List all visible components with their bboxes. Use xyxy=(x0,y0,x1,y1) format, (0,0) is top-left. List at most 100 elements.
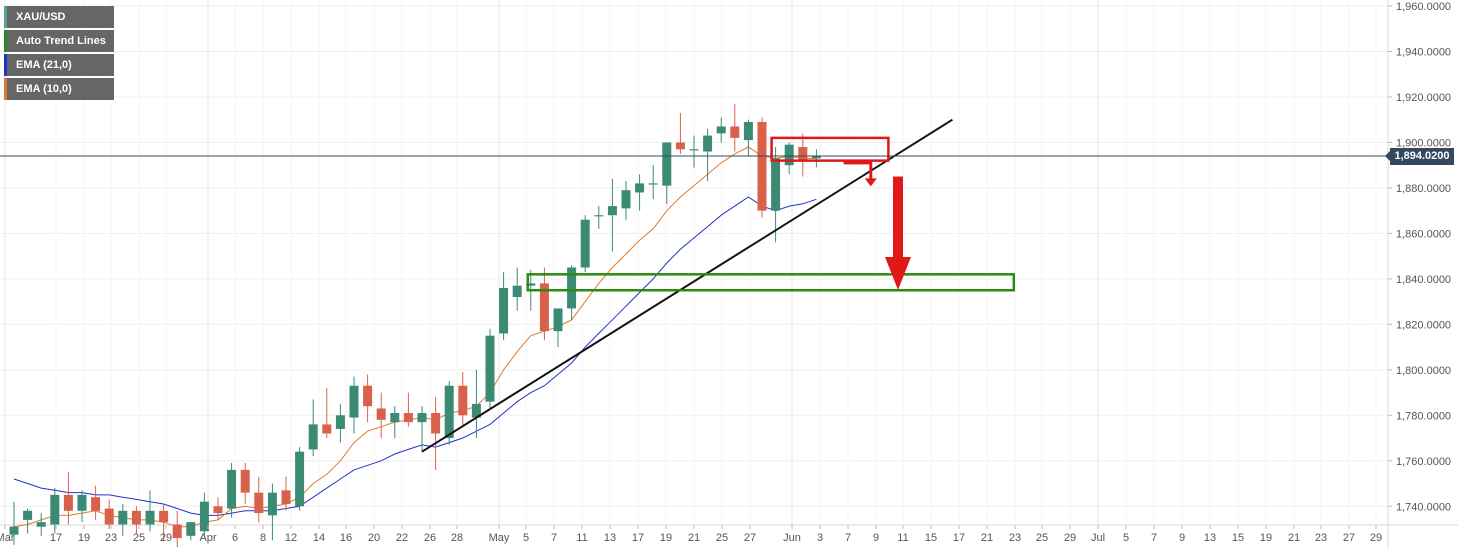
x-tick-label: 13 xyxy=(604,532,616,544)
candle-body xyxy=(526,283,536,286)
candle-body xyxy=(703,135,713,152)
candle-bullish xyxy=(499,272,509,341)
candle-body xyxy=(485,335,495,402)
x-tick-label: 19 xyxy=(1260,532,1272,544)
candle-bearish xyxy=(363,374,373,423)
indicator-legend: XAU/USD Auto Trend Lines EMA (21,0) EMA … xyxy=(4,6,114,102)
x-tick-label: 26 xyxy=(424,532,436,544)
x-tick-label: 25 xyxy=(716,532,728,544)
candle-body xyxy=(308,424,318,450)
candle-bullish xyxy=(9,501,19,545)
candle-bearish xyxy=(376,392,386,439)
small-arrow-head xyxy=(864,178,877,187)
x-tick-label: Mar xyxy=(0,532,15,544)
x-tick-label: 29 xyxy=(1064,532,1076,544)
legend-label: Auto Trend Lines xyxy=(16,35,106,47)
x-tick-label: 9 xyxy=(873,532,879,544)
candle-body xyxy=(186,522,196,536)
candle-bullish xyxy=(335,403,345,443)
y-tick-label: 1,940.0000 xyxy=(1396,46,1451,58)
candle-bearish xyxy=(539,267,549,341)
legend-swatch xyxy=(4,30,7,52)
x-tick-label: 29 xyxy=(1370,532,1382,544)
candle-body xyxy=(757,121,767,211)
candle-bullish xyxy=(553,308,563,348)
candle-bullish xyxy=(308,399,318,457)
x-tick-label: 17 xyxy=(953,532,965,544)
candle-body xyxy=(118,510,128,525)
trend-line xyxy=(421,118,953,453)
x-tick-label: 25 xyxy=(1036,532,1048,544)
candle-bullish xyxy=(811,149,821,168)
candle-bearish xyxy=(63,472,73,525)
candle-bearish xyxy=(254,476,264,523)
candle-body xyxy=(390,413,400,423)
candle-body xyxy=(621,190,631,209)
candle-bullish xyxy=(594,206,604,229)
y-tick-label: 1,860.0000 xyxy=(1396,228,1451,240)
candle-body xyxy=(63,494,73,511)
x-tick-label: Apr xyxy=(199,532,216,544)
current-price-label: 1,894.0200 xyxy=(1385,147,1454,165)
candle-body xyxy=(295,451,305,507)
candle-body xyxy=(458,385,468,416)
large-arrow-shaft xyxy=(893,176,903,258)
candle-body xyxy=(431,413,441,434)
candle-bullish xyxy=(145,490,155,532)
candle-body xyxy=(335,415,345,429)
candle-bullish xyxy=(689,135,699,168)
y-tick-label: 1,740.0000 xyxy=(1396,501,1451,513)
legend-item-trend-lines[interactable]: Auto Trend Lines xyxy=(4,30,114,52)
candle-bearish xyxy=(403,392,413,427)
candle-body xyxy=(743,121,753,141)
candle-bearish xyxy=(730,103,740,152)
candle-body xyxy=(172,524,182,539)
x-tick-label: 7 xyxy=(1151,532,1157,544)
x-tick-label: 15 xyxy=(1232,532,1244,544)
x-tick-label: 17 xyxy=(632,532,644,544)
x-tick-label: 23 xyxy=(105,532,117,544)
candle-body xyxy=(91,497,101,511)
support-zone-box xyxy=(526,273,1016,292)
x-tick-label: 11 xyxy=(897,532,908,544)
y-tick-label: 1,880.0000 xyxy=(1396,183,1451,195)
x-tick-label: 27 xyxy=(1343,532,1355,544)
x-tick-label: 17 xyxy=(50,532,62,544)
candle-body xyxy=(594,215,604,217)
x-axis: Mar 17 19 23 25 29 Apr 6 8 12 14 16 20 22 26 28 May 5 7 11 1… xyxy=(0,525,1382,544)
candle-bearish xyxy=(240,463,250,504)
candle-body xyxy=(553,308,563,332)
candle-bullish xyxy=(784,142,794,175)
legend-swatch xyxy=(4,78,7,100)
candle-body xyxy=(267,492,277,516)
candle-bullish xyxy=(417,406,427,452)
candle-bearish xyxy=(172,510,182,548)
candle-body xyxy=(50,494,60,525)
candle-body xyxy=(363,385,373,407)
candle-body xyxy=(811,156,821,159)
candle-bullish xyxy=(118,503,128,536)
candle-body xyxy=(77,494,87,511)
candle-body xyxy=(240,469,250,493)
y-tick-label: 1,960.0000 xyxy=(1396,1,1451,13)
x-tick-label: 13 xyxy=(1204,532,1216,544)
candle-bullish xyxy=(199,492,209,536)
candle-bullish xyxy=(50,488,60,534)
legend-swatch xyxy=(4,54,7,76)
x-tick-label: 16 xyxy=(340,532,352,544)
x-tick-label: 19 xyxy=(660,532,672,544)
candle-bullish xyxy=(716,117,726,143)
x-tick-label: 7 xyxy=(845,532,851,544)
x-tick-label: 11 xyxy=(576,532,587,544)
x-tick-label: 27 xyxy=(744,532,756,544)
legend-item-xauusd[interactable]: XAU/USD xyxy=(4,6,114,28)
candle-body xyxy=(607,206,617,216)
candle-bullish xyxy=(662,142,672,204)
legend-item-ema-21[interactable]: EMA (21,0) xyxy=(4,54,114,76)
legend-item-ema-10[interactable]: EMA (10,0) xyxy=(4,78,114,100)
candle-body xyxy=(9,526,19,535)
y-axis: 1,960.0000 1,940.0000 1,920.0000 1,900.0000… xyxy=(1388,1,1451,513)
candle-body xyxy=(281,490,291,504)
ema-21-line xyxy=(13,196,817,516)
